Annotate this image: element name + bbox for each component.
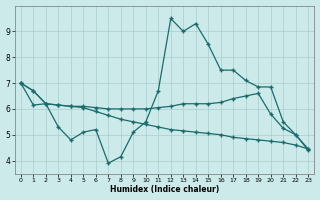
X-axis label: Humidex (Indice chaleur): Humidex (Indice chaleur) <box>110 185 219 194</box>
